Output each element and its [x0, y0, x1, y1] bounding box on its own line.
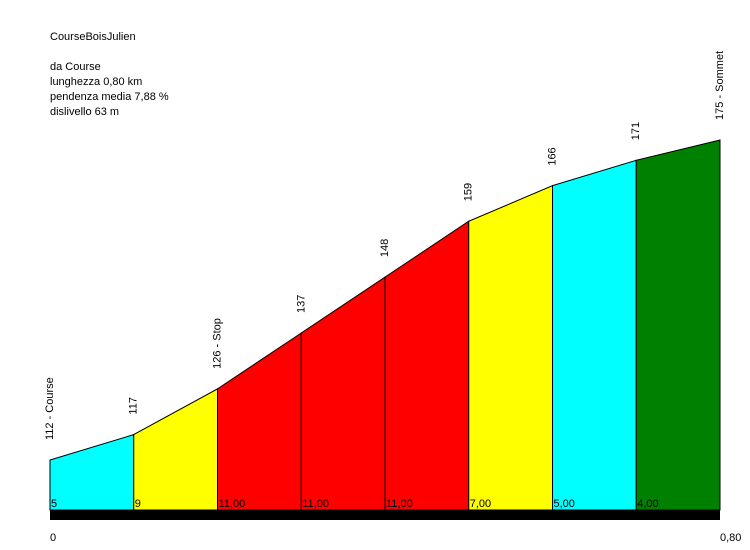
elevation-label-2: 117: [128, 397, 140, 415]
segment-gradient-label: 9: [135, 498, 141, 510]
route-average-gradient: pendenza media 7,88 %: [50, 91, 169, 103]
route-start: da Course: [50, 61, 101, 73]
route-elevation-gain: dislivello 63 m: [50, 106, 120, 118]
elevation-label-8: 171: [630, 122, 642, 140]
route-length: lunghezza 0,80 km: [50, 76, 143, 88]
profile-segment-4: [300, 276, 386, 511]
elevation-label-3: 126 - Stop: [212, 318, 224, 369]
segment-gradient-label: 5: [51, 498, 57, 510]
segment-gradient-label: 4,00: [637, 498, 658, 510]
profile-segment-7: [552, 159, 637, 511]
segment-gradient-label: 11,00: [386, 498, 413, 510]
elevation-label-6: 159: [463, 183, 475, 201]
labels-layer: 5 9 11,00 11,00 11,00 7,00 5,00 4,00 112 - Cours…: [44, 51, 726, 510]
elevation-label-7: 166: [547, 147, 559, 165]
ticks-layer: 0 0,80: [50, 532, 741, 544]
segment-gradient-label: 11,00: [219, 498, 246, 510]
profile-segment-6: [468, 184, 553, 511]
x-tick-label-start: 0: [50, 532, 56, 544]
profile-segment-5: [384, 220, 470, 511]
segment-gradient-label: 5,00: [554, 498, 575, 510]
segment-gradient-label: 11,00: [302, 498, 329, 510]
profile-segment-3: [217, 332, 302, 511]
distance-axis-bar: [50, 510, 720, 520]
profile-segment-2: [133, 388, 218, 511]
elevation-label-9: 175 - Sommet: [714, 51, 726, 120]
segment-gradient-label: 7,00: [470, 498, 491, 510]
profile-segment-1: [49, 433, 135, 511]
elevation-label-4: 137: [295, 295, 307, 313]
segments-layer: [49, 139, 721, 511]
elevation-label-5: 148: [379, 239, 391, 257]
profile-segment-8: [635, 139, 721, 511]
x-tick-label-end: 0,80: [720, 532, 741, 544]
route-name: CourseBoisJulien: [50, 31, 136, 43]
elevation-label-1: 112 - Course: [44, 377, 56, 440]
